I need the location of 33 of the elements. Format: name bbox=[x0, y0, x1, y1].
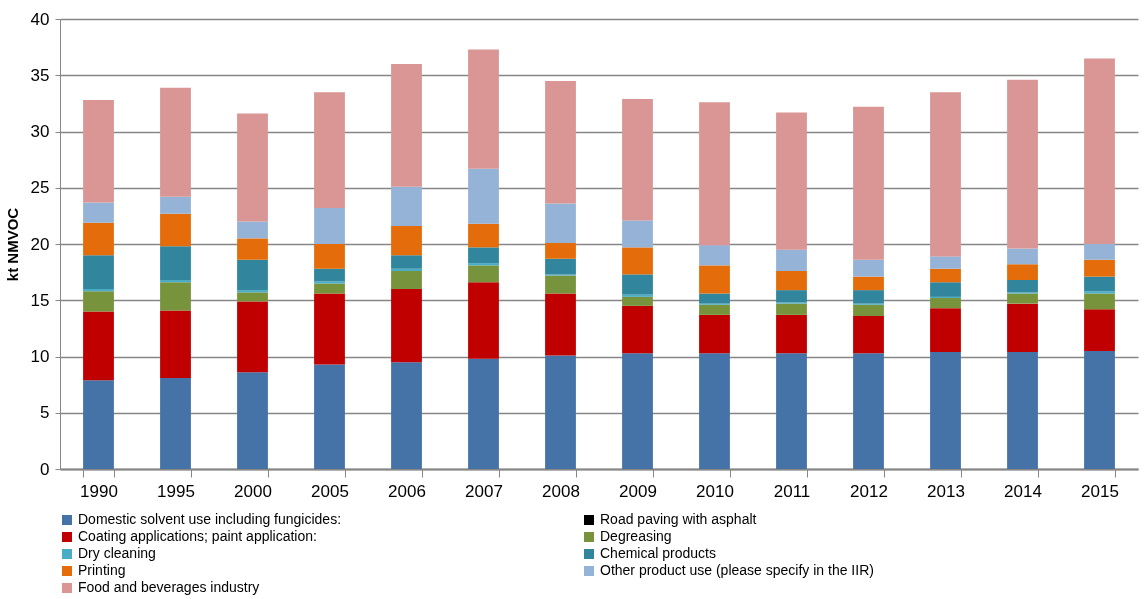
y-tick-label: 5 bbox=[40, 403, 50, 423]
legend-label: Chemical products bbox=[600, 545, 716, 561]
x-tick-label: 2006 bbox=[388, 481, 426, 501]
legend-label: Dry cleaning bbox=[78, 545, 156, 561]
y-tick-label: 0 bbox=[40, 459, 50, 479]
y-tick-label: 10 bbox=[30, 347, 50, 366]
x-tick-label: 2011 bbox=[773, 481, 811, 501]
x-tick-label: 2005 bbox=[311, 481, 349, 501]
y-tick-label: 40 bbox=[30, 9, 50, 29]
x-tick-label: 1990 bbox=[80, 481, 118, 501]
legend-label: Domestic solvent use including fungicides: bbox=[78, 511, 342, 527]
legend-label: Road paving with asphalt bbox=[600, 511, 757, 527]
y-tick-label: 25 bbox=[30, 178, 50, 198]
x-tick-label: 2015 bbox=[1081, 481, 1119, 501]
y-tick-label: 30 bbox=[30, 122, 50, 141]
legend-label: Degreasing bbox=[600, 528, 672, 544]
x-tick-label: 2014 bbox=[1004, 481, 1042, 501]
x-tick-label: 2007 bbox=[465, 481, 503, 501]
y-tick-label: 20 bbox=[30, 234, 50, 254]
legend-label: Printing bbox=[78, 562, 126, 578]
legend-label: Other product use (please specify in the IIR) bbox=[600, 562, 874, 578]
x-tick-label: 2012 bbox=[850, 481, 888, 501]
x-tick-label: 1995 bbox=[157, 481, 195, 501]
x-tick-label: 2009 bbox=[619, 481, 657, 501]
x-tick-label: 2010 bbox=[696, 481, 734, 501]
y-tick-label: 35 bbox=[30, 65, 50, 85]
y-axis-title: kt NMVOC bbox=[3, 207, 21, 282]
legend-label: Food and beverages industry bbox=[78, 579, 260, 595]
legend-label: Coating applications; paint application: bbox=[78, 528, 317, 544]
x-tick-label: 2013 bbox=[927, 481, 965, 501]
x-tick-label: 2008 bbox=[542, 481, 580, 501]
x-tick-label: 2000 bbox=[234, 481, 272, 501]
y-tick-label: 15 bbox=[30, 290, 50, 310]
